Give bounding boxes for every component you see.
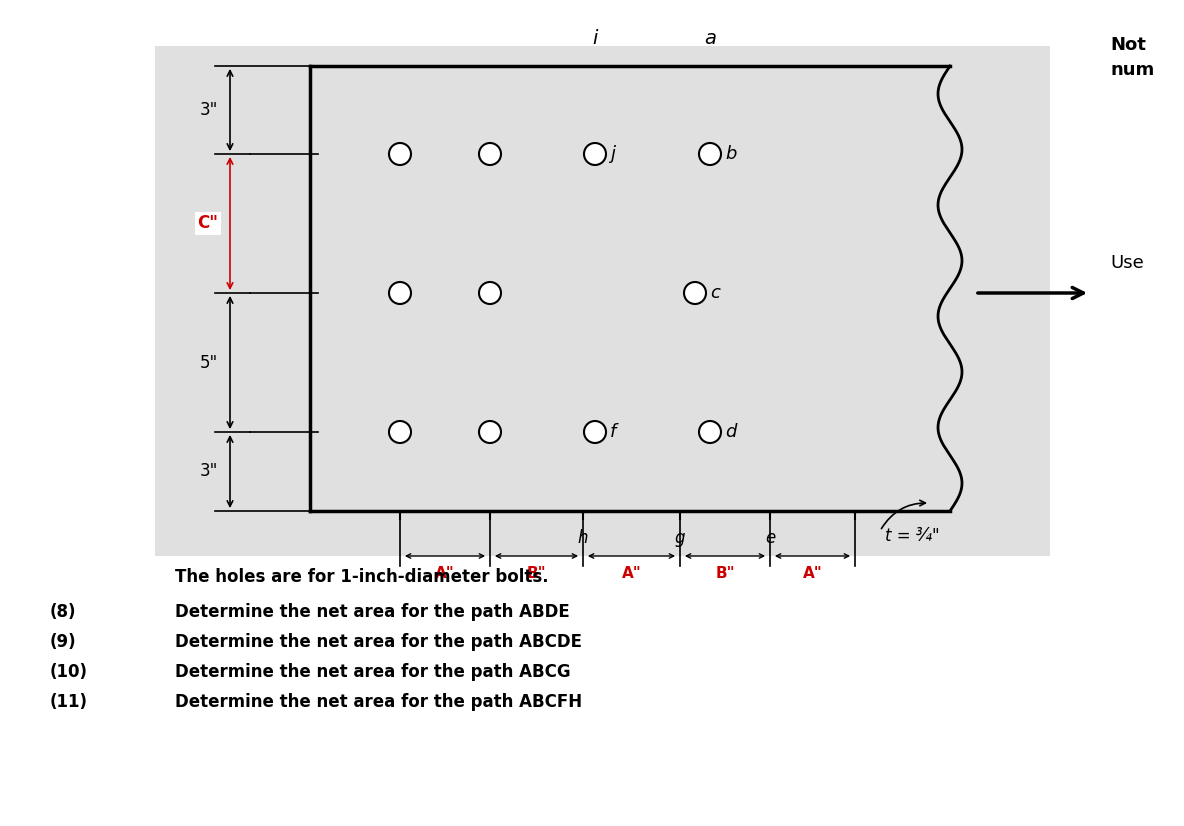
Circle shape: [390, 143, 411, 165]
Text: i: i: [592, 29, 598, 48]
Text: (10): (10): [50, 663, 88, 681]
Circle shape: [480, 143, 501, 165]
Circle shape: [390, 282, 411, 304]
Text: Not: Not: [1111, 36, 1146, 54]
Text: Determine the net area for the path ABCFH: Determine the net area for the path ABCF…: [175, 693, 583, 711]
Text: Determine the net area for the path ABCDE: Determine the net area for the path ABCD…: [175, 633, 583, 651]
Text: B": B": [715, 566, 735, 581]
Text: A": A": [436, 566, 455, 581]
Circle shape: [584, 143, 606, 165]
Text: e: e: [765, 529, 776, 547]
Text: C": C": [197, 215, 218, 232]
Text: B": B": [527, 566, 546, 581]
Circle shape: [480, 421, 501, 443]
Text: f: f: [610, 423, 617, 441]
Circle shape: [480, 282, 501, 304]
Text: 5": 5": [200, 354, 218, 372]
Text: a: a: [704, 29, 716, 48]
Bar: [155, 46, 1050, 556]
Text: d: d: [725, 423, 736, 441]
Text: 3": 3": [200, 101, 218, 119]
Text: Determine the net area for the path ABCG: Determine the net area for the path ABCG: [175, 663, 571, 681]
Text: A": A": [803, 566, 823, 581]
Text: The holes are for 1-inch-diameter bolts.: The holes are for 1-inch-diameter bolts.: [175, 568, 548, 586]
Text: h: h: [578, 529, 588, 547]
Text: t = ¾": t = ¾": [884, 527, 940, 545]
Text: c: c: [710, 284, 720, 302]
Text: (8): (8): [50, 603, 77, 621]
Circle shape: [684, 282, 706, 304]
Circle shape: [390, 421, 411, 443]
Circle shape: [584, 421, 606, 443]
Text: (9): (9): [50, 633, 77, 651]
Text: g: g: [675, 529, 686, 547]
Text: 3": 3": [200, 463, 218, 481]
Text: num: num: [1111, 61, 1154, 79]
Circle shape: [699, 421, 721, 443]
Text: j: j: [610, 145, 614, 163]
Text: Use: Use: [1111, 254, 1144, 272]
Text: A": A": [622, 566, 642, 581]
Circle shape: [699, 143, 721, 165]
Text: (11): (11): [50, 693, 88, 711]
Text: b: b: [725, 145, 736, 163]
Text: Determine the net area for the path ABDE: Determine the net area for the path ABDE: [175, 603, 570, 621]
